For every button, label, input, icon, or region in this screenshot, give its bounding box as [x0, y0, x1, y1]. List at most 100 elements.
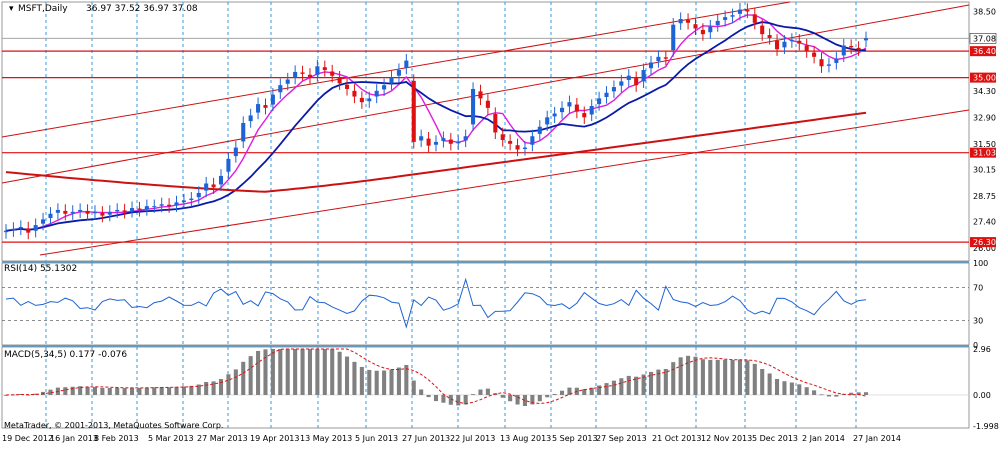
candle-body: [367, 98, 372, 102]
macd-histogram-bar: [456, 394, 461, 406]
candle-body: [767, 35, 772, 38]
candle-body: [248, 115, 253, 122]
price-level-lines[interactable]: [2, 37, 969, 243]
macd-histogram-bar: [367, 369, 372, 395]
macd-histogram-bar: [448, 394, 453, 405]
macd-histogram-bar: [337, 351, 342, 395]
candle-body: [174, 202, 179, 206]
macd-histogram-bar: [189, 385, 194, 395]
macd-histogram-bar: [48, 389, 53, 395]
macd-histogram-bar: [196, 384, 201, 395]
level-price-box: [970, 237, 996, 248]
time-tick-label: 8 Feb 2013: [94, 434, 139, 443]
candle-body: [404, 60, 409, 68]
candle-body: [463, 136, 468, 141]
moving-average-lines: [5, 14, 867, 232]
candle-body: [107, 211, 112, 215]
macd-histogram-bar: [834, 394, 839, 397]
price-tick-label: 27.40: [973, 217, 996, 226]
macd-histogram-bar: [863, 392, 869, 395]
price-axis: 38.50 37.08 36.40 35.00 34.30 32.90 31.50 30.15…: [969, 7, 997, 253]
rsi-panel-border: [1, 262, 970, 346]
candle-body: [648, 62, 654, 69]
level-price-box: [970, 72, 996, 83]
candle-body: [256, 104, 261, 113]
time-tick-label: 19 Dec 2012: [2, 434, 53, 443]
price-tick-label: 32.90: [973, 113, 996, 122]
candle-body: [419, 136, 424, 141]
candle-body: [26, 228, 31, 233]
candle-body: [278, 85, 283, 93]
candle-body: [708, 26, 713, 33]
macd-histogram-bar: [752, 363, 757, 395]
fast-moving-average-line: [5, 14, 867, 232]
time-tick-label: 27 Mar 2013: [197, 434, 248, 443]
macd-histogram-bar: [634, 376, 639, 395]
candle-body: [730, 15, 735, 17]
macd-histogram-bar: [115, 387, 120, 395]
macd-histogram-bar: [663, 368, 668, 395]
time-tick-label: 27 Jun 2013: [402, 434, 450, 443]
ohlc-readout: 36.97 37.52 36.97 37.08: [86, 4, 198, 14]
candle-body: [211, 184, 216, 188]
candle-body: [293, 71, 298, 78]
macd-tick-label: -1.998: [973, 422, 999, 431]
macd-histogram-bar: [167, 387, 172, 395]
candle-body: [189, 198, 194, 201]
candle-body: [226, 158, 231, 172]
copyright-text: MetaTrader, © 2001-2013, MetaQuotes Soft…: [4, 421, 223, 430]
symbol-dropdown-icon[interactable]: ▾: [9, 4, 14, 14]
macd-histogram-bar: [693, 356, 698, 395]
candle-body: [196, 192, 201, 198]
candle-body: [760, 25, 765, 35]
macd-histogram-bar: [774, 378, 780, 395]
candle-body: [789, 39, 794, 42]
time-tick-label: 13 Aug 2013: [500, 434, 551, 443]
time-tick-label: 2 Jan 2014: [802, 434, 845, 443]
macd-histogram-bar: [856, 392, 861, 395]
chart-title: MSFT,Daily: [18, 4, 68, 14]
candle-body: [359, 97, 364, 103]
price-tick-label: 30.15: [973, 165, 996, 174]
macd-histogram-bar: [382, 370, 387, 395]
macd-histogram-bar: [433, 394, 439, 402]
candle-body: [545, 117, 550, 125]
channel-line: [1, 4, 970, 184]
candle-body: [70, 211, 75, 214]
candle-body: [85, 210, 90, 214]
macd-histogram-bar: [218, 378, 224, 395]
macd-histogram-bar: [307, 349, 313, 395]
macd-histogram-bar: [478, 389, 483, 395]
candle-body: [700, 29, 705, 35]
candle-body: [263, 105, 268, 108]
candle-body: [567, 102, 572, 107]
candle-body: [634, 78, 639, 86]
candle-body: [863, 38, 869, 41]
macd-histogram-bar: [797, 384, 802, 395]
macd-histogram-bar: [426, 394, 431, 398]
macd-histogram-bar: [441, 394, 446, 403]
time-tick-label: 19 Apr 2013: [250, 434, 299, 443]
macd-histogram-bar: [463, 394, 468, 405]
macd-histogram-bar: [204, 381, 209, 395]
candle-body: [597, 98, 602, 105]
macd-histogram-bar: [256, 350, 261, 395]
macd-histogram-bar: [293, 349, 298, 395]
time-tick-label: 12 Nov 2013: [701, 434, 752, 443]
candle-body: [137, 208, 142, 210]
macd-tick-label: 0.00: [973, 391, 991, 400]
level-price-box: [970, 46, 996, 57]
candle-body: [552, 113, 557, 117]
candle-body: [300, 72, 305, 74]
macd-histogram-bar: [241, 361, 246, 395]
candle-body: [307, 74, 313, 78]
candle-body: [478, 91, 483, 99]
trend-channel-lines[interactable]: [1, 1, 970, 256]
macd-histogram-bar: [122, 388, 127, 395]
candle-body: [663, 57, 668, 59]
macd-histogram-bar: [285, 349, 290, 395]
macd-histogram-bar: [648, 371, 654, 395]
macd-histogram-bar: [100, 387, 105, 395]
